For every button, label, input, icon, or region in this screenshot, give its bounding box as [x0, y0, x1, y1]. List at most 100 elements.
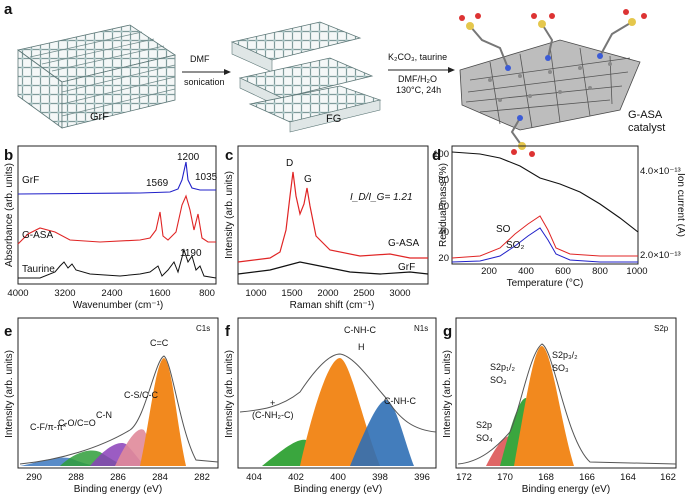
tick: 398 — [372, 472, 388, 483]
tick: 1600 — [149, 288, 170, 299]
tick: 400 — [518, 266, 534, 277]
comp-e-4: C-S/C-C — [124, 390, 158, 400]
plot-d-y2ticks: 4.0×10⁻¹³ 2.0×10⁻¹³ — [640, 166, 681, 261]
tick: 3000 — [389, 288, 410, 299]
panel-g: g S2p Intensity (arb. units) Binding ene… — [442, 317, 677, 495]
plot-d-y2label: Ion current (A) — [675, 173, 685, 237]
plot-b-ticks: 4000 3200 2400 1600 800 — [7, 288, 215, 299]
tick: 396 — [414, 472, 430, 483]
fg-layers — [230, 21, 382, 133]
plot-c-ticks: 1000 1500 2000 2500 3000 — [245, 288, 410, 299]
envelope-f — [239, 353, 437, 433]
peak-d: D — [286, 158, 293, 169]
series-taurine — [18, 248, 217, 279]
panel-c: c Intensity (arb. units) Raman shift (cm… — [224, 145, 429, 311]
comp-f-2: C-NH-C — [344, 325, 376, 335]
legend-grf: GrF — [22, 175, 39, 186]
tick: 2500 — [353, 288, 374, 299]
tick: 282 — [194, 472, 210, 483]
comp-g-4: SO₃ — [490, 375, 507, 385]
panel-d: d Residual mass (%) Ion current (A) Temp… — [432, 145, 685, 289]
plot-g-ticks: 172 170 168 166 164 162 — [456, 472, 676, 483]
tick: 162 — [660, 472, 676, 483]
tick: 288 — [68, 472, 84, 483]
corner-f: N1s — [414, 324, 428, 333]
tga-curve — [451, 151, 639, 233]
corner-e: C1s — [196, 324, 210, 333]
comp-f-h: H — [358, 342, 365, 352]
tick: 166 — [579, 472, 595, 483]
comp-g-1: S2p — [476, 420, 492, 430]
tick: 80 — [438, 175, 449, 186]
tick: 40 — [438, 227, 449, 238]
plot-f-xlabel: Binding energy (eV) — [294, 484, 382, 495]
legend-taurine: Taurine — [22, 264, 55, 275]
step2-line2: DMF/H₂O — [398, 74, 437, 84]
tick: 200 — [481, 266, 497, 277]
plot-d-frame — [451, 145, 639, 265]
legend-raman-grf: GrF — [398, 262, 415, 273]
panel-label-e: e — [4, 323, 12, 340]
plot-e-xlabel: Binding energy (eV) — [74, 484, 162, 495]
plot-c-frame — [237, 145, 429, 285]
tick: 170 — [497, 472, 513, 483]
legend-raman-gasa: G-ASA — [388, 238, 419, 249]
tick: 20 — [438, 253, 449, 264]
series-raman-gasa — [237, 171, 428, 263]
peak-f-2 — [300, 358, 380, 466]
peak-1200: 1200 — [177, 152, 200, 163]
plot-g-frame — [455, 317, 677, 469]
panel-label-f: f — [225, 323, 231, 340]
series-so2 — [451, 227, 638, 263]
material-grf: GrF — [90, 111, 109, 123]
comp-f-plus: + — [270, 398, 275, 408]
comp-e-1: C-F/π-π* — [30, 422, 67, 432]
plot-e-frame — [17, 317, 219, 469]
peak-f-3 — [350, 400, 414, 466]
panel-label-d: d — [432, 147, 441, 164]
tick: 286 — [110, 472, 126, 483]
tick: 2400 — [101, 288, 122, 299]
plot-c-xlabel: Raman shift (cm⁻¹) — [290, 300, 375, 311]
plot-d-xticks: 200 400 600 800 1000 — [481, 266, 648, 277]
comp-f-3: C-NH-C — [384, 396, 416, 406]
panel-label-b: b — [4, 147, 13, 164]
plot-d-yticks: 100 80 60 40 20 — [433, 149, 449, 264]
g-asa-molecule — [459, 9, 647, 157]
plot-g-xlabel: Binding energy (eV) — [522, 484, 610, 495]
tick: 600 — [555, 266, 571, 277]
ratio-text: I_D/I_G= 1.21 — [350, 192, 413, 203]
plot-g-ylabel: Intensity (arb. units) — [442, 350, 453, 438]
panel-label-a: a — [4, 1, 13, 18]
tick: 1000 — [245, 288, 266, 299]
series-grf — [17, 161, 216, 195]
series-raman-grf — [237, 261, 429, 275]
tick: 290 — [26, 472, 42, 483]
panel-a: a GrF DMF sonication FG K₂CO₃, taurine — [4, 1, 665, 157]
arrow-2-head — [448, 67, 455, 73]
tick: 3200 — [54, 288, 75, 299]
peak-1190: 1190 — [180, 248, 202, 259]
tick: 4000 — [7, 288, 28, 299]
tick: 100 — [433, 149, 449, 160]
tick: 284 — [152, 472, 168, 483]
comp-e-3: C-N — [96, 410, 112, 420]
plot-d-ylabel: Residual mass (%) — [438, 163, 449, 247]
comp-g-5: S2p₃/₂ — [552, 350, 578, 360]
comp-g-2: SO₄ — [476, 433, 493, 443]
material-fg: FG — [326, 113, 341, 125]
panel-label-g: g — [443, 323, 452, 340]
tick: 404 — [246, 472, 262, 483]
envelope-e — [19, 355, 219, 465]
legend-so: SO — [496, 224, 511, 235]
tick: 168 — [538, 472, 554, 483]
plot-e-ticks: 290 288 286 284 282 — [26, 472, 210, 483]
peak-e-cc — [140, 358, 186, 466]
comp-e-5: C=C — [150, 338, 169, 348]
peak-g: G — [304, 174, 312, 185]
envelope-g — [457, 343, 677, 465]
step2-line3: 130°C, 24h — [396, 85, 441, 95]
arrow-1-head — [224, 69, 231, 75]
peak-g-3 — [514, 346, 574, 466]
